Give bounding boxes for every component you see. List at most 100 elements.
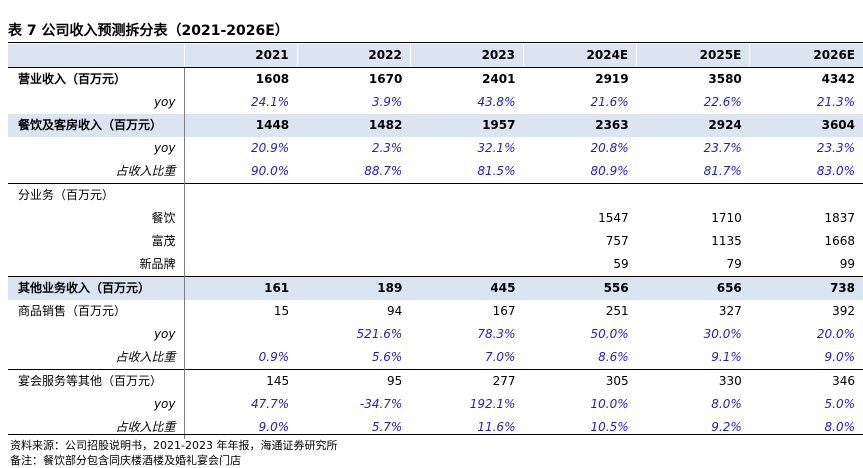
value-cell: 23.7% — [703, 141, 742, 155]
value-cell: 1670 — [368, 72, 403, 86]
table-row: 占收入比重 0.9% 5.6% 7.0% 8.6% 9.1% 9.0% — [8, 346, 863, 370]
year-header-row: 2021 2022 2023 2024E 2025E 2026E — [8, 44, 863, 68]
table-row: 宴会服务等其他（百万元） 145 95 277 305 330 346 — [8, 369, 863, 393]
value-cell: 10.0% — [590, 397, 629, 411]
value-cell — [184, 253, 297, 277]
source-note: 资料来源：公司招股说明书，2021-2023 年年报，海通证券研究所 — [10, 439, 338, 452]
value-cell: 8.0% — [824, 420, 856, 434]
table-row: 富茂 757 1135 1668 — [8, 230, 863, 253]
table-row: 占收入比重 90.0% 88.7% 81.5% 80.9% 81.7% 83.0% — [8, 160, 863, 184]
value-cell: 2919 — [595, 72, 629, 86]
remark-note: 备注：餐饮部分包含同庆楼酒楼及婚礼宴会门店 — [10, 454, 241, 467]
value-cell: 9.0% — [258, 420, 290, 434]
value-cell: 21.6% — [590, 95, 629, 109]
value-cell: 11.6% — [477, 420, 516, 434]
value-cell: 1608 — [255, 72, 290, 86]
value-cell: 20.9% — [251, 141, 290, 155]
value-cell: 81.7% — [703, 164, 742, 178]
value-cell: 189 — [297, 276, 411, 300]
value-cell: 5.6% — [371, 350, 403, 364]
table-row: 餐饮 1547 1710 1837 — [8, 207, 863, 230]
value-cell: 2924 — [636, 114, 750, 137]
value-cell — [636, 183, 750, 207]
value-cell: 5.7% — [371, 420, 403, 434]
value-cell: -34.7% — [359, 397, 403, 411]
table-row: 餐饮及客房收入（百万元） 1448 1482 1957 2363 2924 3604 — [8, 114, 863, 137]
value-cell: 99 — [839, 257, 855, 271]
row-label: yoy — [8, 393, 185, 416]
value-cell: 43.8% — [477, 95, 516, 109]
table-row: 占收入比重 9.0% 5.7% 11.6% 10.5% 9.2% 8.0% — [8, 416, 863, 439]
value-cell: 81.5% — [477, 164, 516, 178]
row-label: 宴会服务等其他（百万元） — [8, 369, 185, 393]
value-cell: 59 — [613, 257, 629, 271]
value-cell: 50.0% — [590, 327, 629, 341]
value-cell: 8.6% — [598, 350, 629, 364]
row-label: 餐饮及客房收入（百万元） — [8, 114, 185, 137]
value-cell: 1710 — [711, 211, 742, 225]
value-cell: 1957 — [410, 114, 524, 137]
value-cell: 88.7% — [364, 164, 403, 178]
value-cell: 145 — [184, 369, 298, 393]
value-cell: 21.3% — [816, 95, 855, 109]
value-cell: 8.0% — [711, 397, 742, 411]
value-cell: 521.6% — [356, 327, 403, 341]
table-title: 表 7 公司收入预测拆分表（2021-2026E） — [8, 23, 289, 39]
value-cell: 3604 — [749, 114, 863, 137]
value-cell: 445 — [410, 276, 524, 300]
table-row: 新品牌 59 79 99 — [8, 253, 863, 277]
value-cell: 346 — [749, 369, 863, 393]
value-cell: 9.0% — [824, 350, 856, 364]
row-label: yoy — [8, 323, 185, 346]
value-cell: 47.7% — [251, 397, 290, 411]
value-cell: 83.0% — [816, 164, 855, 178]
value-cell: 757 — [605, 234, 629, 248]
table-row: 分业务（百万元） — [8, 183, 863, 207]
value-cell: 5.0% — [824, 397, 856, 411]
value-cell: 2.3% — [371, 141, 403, 155]
value-cell: 556 — [523, 276, 637, 300]
value-cell: 327 — [718, 304, 742, 318]
table-row: 商品销售（百万元） 15 94 167 251 327 392 — [8, 300, 863, 323]
year-header: 2022 — [296, 44, 411, 68]
value-cell — [297, 183, 411, 207]
table-row: yoy 24.1% 3.9% 43.8% 21.6% 22.6% 21.3% — [8, 91, 863, 114]
value-cell: 738 — [749, 276, 863, 300]
row-label: 富茂 — [8, 230, 185, 253]
value-cell: 10.5% — [590, 420, 629, 434]
value-cell — [410, 253, 523, 277]
value-cell: 656 — [636, 276, 750, 300]
value-cell: 2401 — [482, 72, 516, 86]
value-cell — [184, 207, 297, 230]
value-cell: 15 — [273, 304, 290, 318]
row-label: 餐饮 — [8, 207, 185, 230]
value-cell: 1547 — [598, 211, 629, 225]
row-label: 新品牌 — [8, 253, 185, 277]
row-label: 其他业务收入（百万元） — [8, 276, 185, 300]
value-cell: 23.3% — [816, 141, 855, 155]
value-cell: 1668 — [824, 234, 855, 248]
value-cell: 251 — [605, 304, 629, 318]
value-cell: 392 — [832, 304, 855, 318]
value-cell: 167 — [492, 304, 516, 318]
value-cell: 94 — [387, 304, 403, 318]
value-cell: 30.0% — [703, 327, 742, 341]
row-label: 占收入比重 — [8, 346, 185, 370]
value-cell: 32.1% — [477, 141, 516, 155]
value-cell: 161 — [184, 276, 298, 300]
value-cell — [410, 207, 523, 230]
value-cell: 305 — [523, 369, 637, 393]
value-cell: 7.0% — [484, 350, 516, 364]
value-cell — [523, 183, 637, 207]
value-cell: 1837 — [824, 211, 855, 225]
row-label: 营业收入（百万元） — [8, 67, 185, 91]
row-label: 商品销售（百万元） — [8, 300, 185, 323]
value-cell: 95 — [297, 369, 411, 393]
row-label: 占收入比重 — [8, 160, 185, 184]
value-cell: 78.3% — [477, 327, 516, 341]
value-cell: 277 — [410, 369, 524, 393]
value-cell: 0.9% — [258, 350, 290, 364]
value-cell — [297, 253, 410, 277]
value-cell: 90.0% — [251, 164, 290, 178]
value-cell — [297, 230, 410, 253]
